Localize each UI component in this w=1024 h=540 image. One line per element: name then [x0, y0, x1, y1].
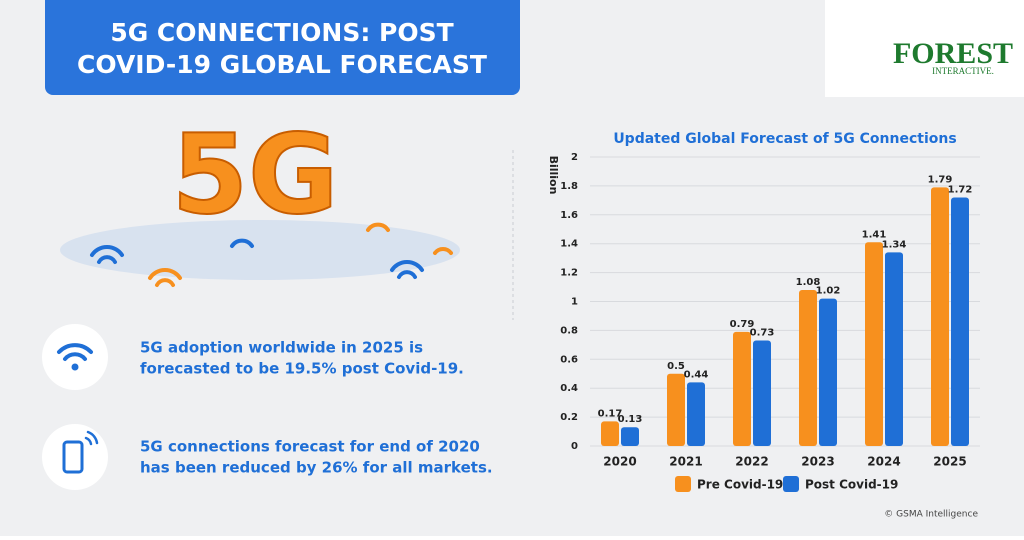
value-label: 0.79 [730, 319, 755, 330]
wifi-signals [90, 222, 453, 287]
bar [819, 298, 837, 446]
fact-text: 5G connections forecast for end of 2020 [140, 438, 480, 456]
legend-label: Pre Covid-19 [697, 478, 783, 492]
y-tick-label: 1.6 [560, 210, 578, 221]
logo-sub: INTERACTIVE. [932, 66, 994, 76]
y-tick-label: 2 [571, 152, 578, 163]
x-tick-label: 2023 [801, 455, 834, 469]
wifi-icon-dot [71, 363, 79, 371]
value-label: 1.41 [862, 229, 887, 240]
legend-swatch [675, 476, 691, 492]
legend-label: Post Covid-19 [805, 478, 898, 492]
signal-icon [84, 430, 99, 446]
x-tick-label: 2024 [867, 455, 900, 469]
logo-main: FOREST [893, 37, 1013, 70]
value-label: 0.44 [684, 369, 709, 380]
legend-swatch [783, 476, 799, 492]
y-tick-label: 1.2 [560, 268, 578, 279]
header-title: 5G CONNECTIONS: POST [110, 18, 453, 47]
bar [687, 382, 705, 446]
bar [621, 427, 639, 446]
source: © GSMA Intelligence [884, 510, 978, 520]
value-label: 0.13 [618, 414, 643, 425]
world-map [60, 220, 460, 280]
value-label: 0.5 [667, 361, 685, 372]
y-axis-label: Billion [547, 156, 560, 195]
x-tick-label: 2020 [603, 455, 636, 469]
x-tick-label: 2021 [669, 455, 702, 469]
fact-icon [42, 424, 108, 490]
y-tick-label: 0.4 [560, 383, 578, 394]
hero-5g: 5G [172, 110, 339, 238]
value-label: 1.02 [816, 286, 841, 297]
y-tick-label: 1.8 [560, 181, 578, 192]
header-title: COVID-19 GLOBAL FORECAST [77, 50, 487, 79]
fact-icon [42, 324, 108, 390]
logo-box [825, 0, 1024, 97]
value-label: 1.08 [796, 277, 821, 288]
value-label: 0.17 [598, 408, 623, 419]
fact-text: 5G adoption worldwide in 2025 is [140, 339, 423, 357]
y-tick-label: 1 [571, 297, 578, 308]
value-label: 1.34 [882, 239, 907, 250]
y-tick-label: 0.6 [560, 354, 578, 365]
bar [667, 373, 685, 446]
value-label: 0.73 [750, 328, 775, 339]
bar [799, 289, 817, 446]
header-box [45, 0, 520, 95]
chart-title: Updated Global Forecast of 5G Connection… [613, 131, 956, 147]
bar [601, 421, 619, 446]
value-label: 1.79 [928, 174, 953, 185]
bar [931, 187, 949, 446]
fact-text: has been reduced by 26% for all markets. [140, 459, 493, 477]
x-tick-label: 2022 [735, 455, 768, 469]
y-tick-label: 0.8 [560, 325, 578, 336]
y-tick-label: 0 [571, 441, 578, 452]
y-tick-label: 0.2 [560, 412, 578, 423]
wifi-icon [57, 343, 93, 361]
bar [753, 340, 771, 446]
phone-icon [62, 440, 84, 474]
bar [865, 242, 883, 446]
value-label: 1.72 [948, 184, 973, 195]
bar [733, 331, 751, 446]
x-tick-label: 2025 [933, 455, 966, 469]
bar [951, 197, 969, 446]
fact-text: forecasted to be 19.5% post Covid-19. [140, 360, 464, 378]
y-tick-label: 1.4 [560, 239, 578, 250]
bar [885, 252, 903, 446]
